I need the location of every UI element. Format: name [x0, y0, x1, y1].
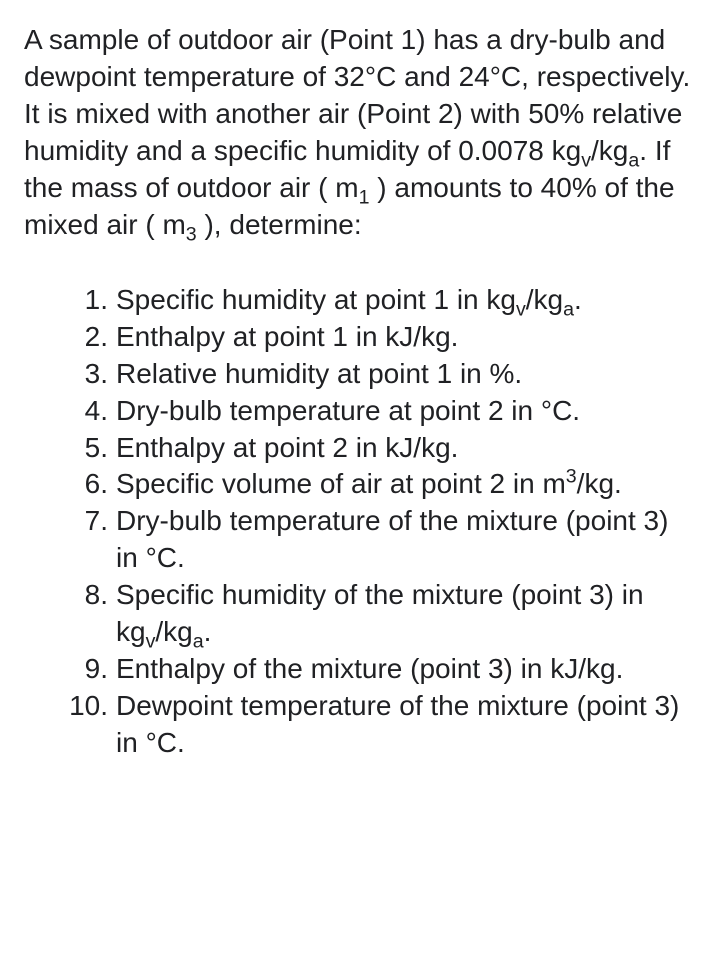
question-item: Specific humidity at point 1 in kgv/kga.: [80, 282, 696, 319]
question-item: Dewpoint temperature of the mixture (poi…: [80, 688, 696, 762]
question-item: Dry-bulb temperature at point 2 in °C.: [80, 393, 696, 430]
question-item: Relative humidity at point 1 in %.: [80, 356, 696, 393]
problem-intro: A sample of outdoor air (Point 1) has a …: [24, 22, 696, 244]
question-item: Enthalpy at point 2 in kJ/kg.: [80, 430, 696, 467]
question-item: Enthalpy of the mixture (point 3) in kJ/…: [80, 651, 696, 688]
question-item: Specific volume of air at point 2 in m3/…: [80, 466, 696, 503]
question-item: Enthalpy at point 1 in kJ/kg.: [80, 319, 696, 356]
question-item: Dry-bulb temperature of the mixture (poi…: [80, 503, 696, 577]
question-list: Specific humidity at point 1 in kgv/kga.…: [24, 282, 696, 762]
question-item: Specific humidity of the mixture (point …: [80, 577, 696, 651]
